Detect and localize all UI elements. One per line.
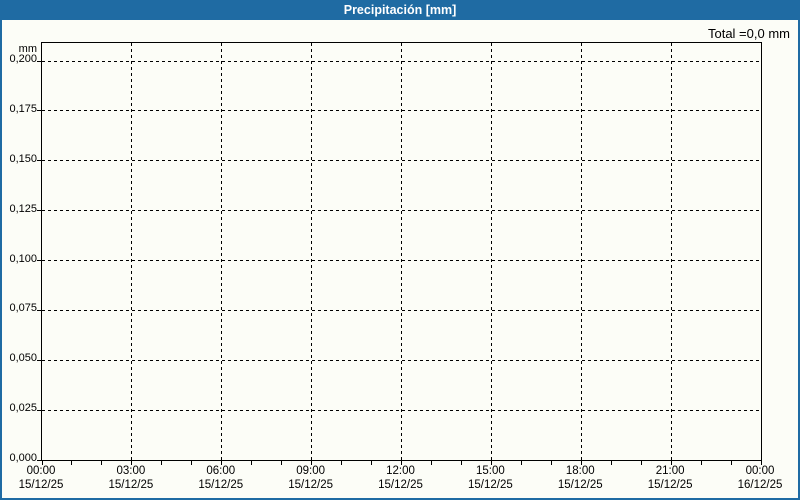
x-axis-tick — [550, 461, 552, 465]
plot-area — [37, 42, 762, 465]
x-axis-tick — [490, 461, 492, 465]
x-tick-date: 16/12/25 — [737, 479, 783, 491]
x-tick-date: 15/12/25 — [557, 479, 603, 491]
v-gridline — [311, 43, 313, 460]
x-tick-date: 15/12/25 — [108, 479, 154, 491]
y-axis-tick — [37, 260, 41, 261]
x-axis-tick — [760, 461, 762, 465]
x-axis-tick — [281, 461, 283, 465]
x-tick-date: 15/12/25 — [288, 479, 333, 491]
x-axis-tick — [430, 461, 432, 465]
y-axis-tick — [37, 359, 41, 361]
y-tick-label: 0,150 — [9, 152, 37, 165]
x-axis-tick — [640, 461, 642, 465]
total-value-label: Total =0,0 mm — [707, 26, 790, 41]
y-axis-tick — [37, 210, 41, 212]
y-axis-tick — [37, 309, 41, 311]
x-tick-time: 12:00 — [386, 465, 415, 477]
chart-title-bar: Precipitación [mm] — [0, 0, 800, 20]
x-axis-tick — [131, 461, 133, 465]
x-axis-tick — [670, 461, 672, 465]
x-tick-label: 09:00 15/12/25 — [266, 464, 356, 492]
x-axis-tick — [221, 461, 223, 465]
x-tick-time: 15:00 — [475, 465, 505, 477]
x-tick-label: 00:00 16/12/25 — [715, 464, 800, 492]
y-tick-label: 0,075 — [9, 302, 37, 315]
x-axis-tick — [311, 461, 313, 465]
x-axis-tick — [161, 461, 163, 465]
x-tick-label: 15:00 15/12/25 — [445, 464, 535, 492]
y-axis-unit-label: mm — [18, 43, 37, 55]
x-tick-time: 21:00 — [655, 465, 685, 477]
chart-title: Precipitación [mm] — [343, 3, 457, 17]
x-tick-label: 03:00 15/12/25 — [86, 464, 176, 492]
v-gridline — [131, 43, 133, 460]
x-axis-tick — [580, 461, 582, 465]
x-tick-label: 12:00 15/12/25 — [356, 464, 446, 492]
y-axis-tick — [37, 60, 41, 62]
v-gridline — [580, 43, 582, 460]
x-axis-tick — [191, 461, 193, 465]
v-gridline — [490, 43, 492, 460]
y-tick-label: 0,200 — [9, 53, 37, 65]
x-axis-tick — [41, 461, 43, 465]
v-gridline — [221, 43, 223, 460]
y-axis-tick — [37, 160, 41, 162]
x-tick-label: 18:00 15/12/25 — [535, 464, 625, 492]
y-axis-tick — [37, 409, 41, 411]
y-tick-label: 0,125 — [9, 202, 37, 215]
y-axis-tick — [37, 459, 41, 461]
x-tick-date: 15/12/25 — [647, 479, 693, 491]
x-axis-tick — [730, 461, 732, 465]
x-axis-tick — [401, 461, 402, 465]
x-tick-date: 15/12/25 — [378, 479, 423, 491]
x-tick-label: 21:00 15/12/25 — [625, 464, 715, 492]
x-axis-tick — [371, 461, 373, 465]
x-axis-tick — [341, 461, 343, 465]
x-tick-time: 00:00 — [745, 465, 775, 477]
x-axis-tick — [101, 461, 103, 465]
x-axis-tick — [700, 461, 702, 465]
x-axis-tick — [251, 461, 253, 465]
x-tick-time: 18:00 — [565, 465, 595, 477]
y-tick-label: 0,025 — [9, 402, 37, 415]
x-tick-time: 09:00 — [296, 465, 326, 477]
y-tick-label: 0,000 — [9, 452, 37, 464]
x-tick-date: 15/12/25 — [467, 479, 513, 491]
x-tick-time: 06:00 — [206, 465, 236, 477]
v-gridline — [670, 43, 672, 460]
x-axis-tick — [71, 461, 73, 465]
x-tick-time: 00:00 — [26, 465, 56, 477]
x-tick-time: 03:00 — [116, 465, 146, 477]
x-tick-label: 06:00 15/12/25 — [176, 464, 266, 492]
x-tick-date: 15/12/25 — [18, 479, 64, 491]
v-gridline — [401, 43, 402, 460]
y-axis-tick — [37, 110, 41, 112]
y-tick-label: 0,050 — [9, 352, 37, 365]
x-axis-tick — [460, 461, 462, 465]
x-tick-label: 00:00 15/12/25 — [0, 464, 86, 492]
y-tick-label: 0,175 — [9, 102, 37, 115]
y-tick-label: 0,100 — [9, 252, 37, 265]
x-tick-date: 15/12/25 — [198, 479, 244, 491]
x-axis-tick — [610, 461, 612, 465]
x-axis-tick — [520, 461, 522, 465]
